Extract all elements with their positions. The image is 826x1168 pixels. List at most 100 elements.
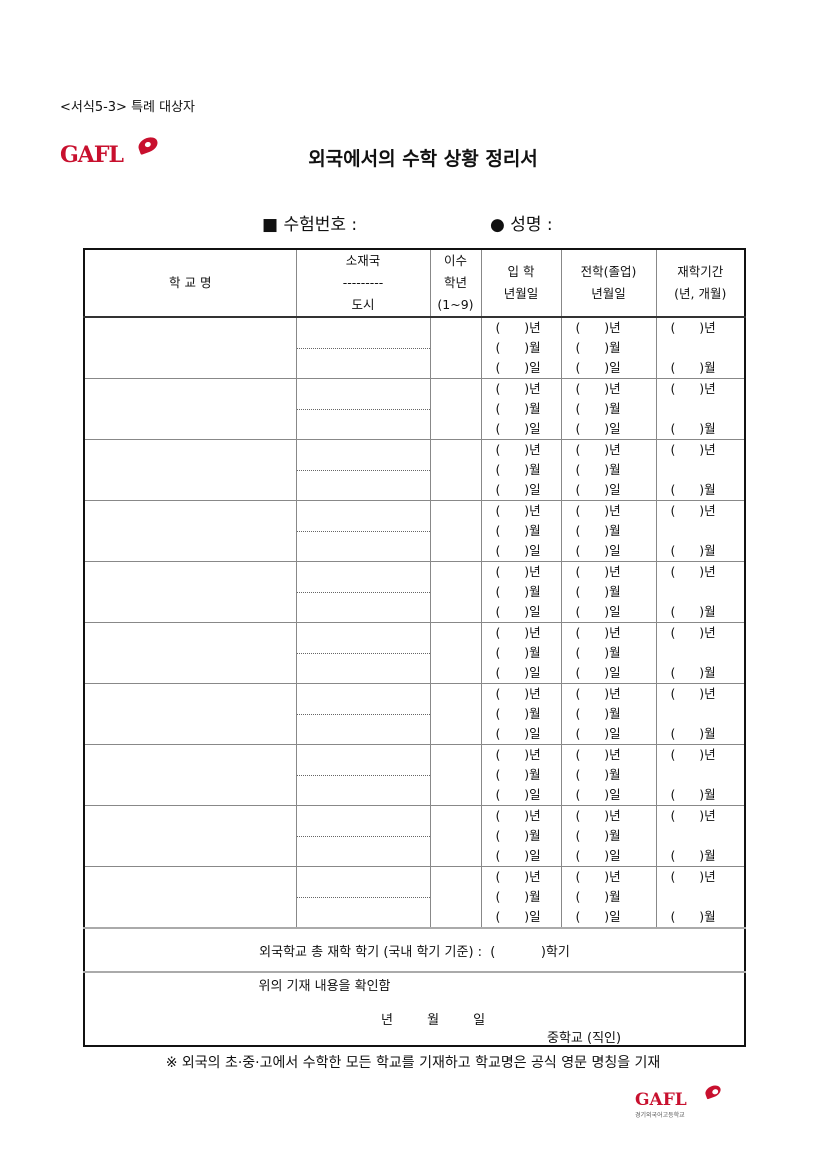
table-row: ( )년( )월( )일( )년( )월( )일( )년( )월 — [83, 622, 746, 684]
country-city-cell[interactable] — [295, 744, 431, 806]
logo-mark-icon — [703, 1083, 723, 1100]
country-field[interactable] — [296, 623, 430, 654]
school-name-cell[interactable] — [83, 439, 297, 501]
school-name-cell[interactable] — [83, 316, 297, 379]
country-city-cell[interactable] — [295, 439, 431, 501]
entry-date-cell[interactable]: ( )년( )월( )일 — [480, 866, 562, 929]
confirm-school-seal[interactable]: 중학교 (직인) — [547, 1031, 622, 1046]
header-country-city: 소재국 --------- 도시 — [295, 248, 431, 318]
city-field[interactable] — [297, 532, 430, 562]
country-field[interactable] — [296, 562, 430, 593]
transfer-date-cell[interactable]: ( )년( )월( )일 — [560, 744, 657, 806]
entry-date-cell[interactable]: ( )년( )월( )일 — [480, 378, 562, 440]
country-field[interactable] — [296, 318, 430, 349]
city-field[interactable] — [297, 898, 430, 928]
transfer-date-cell[interactable]: ( )년( )월( )일 — [560, 439, 657, 501]
name-label: ● 성명 : — [490, 215, 553, 235]
country-field[interactable] — [296, 684, 430, 715]
school-logo: GAFL — [60, 135, 160, 168]
transfer-date-cell[interactable]: ( )년( )월( )일 — [560, 805, 657, 867]
transfer-date-cell[interactable]: ( )년( )월( )일 — [560, 683, 657, 745]
period-cell[interactable]: ( )년( )월 — [655, 316, 746, 379]
grade-cell[interactable] — [429, 378, 482, 440]
confirm-date[interactable]: 년 월 일 — [381, 1013, 486, 1028]
transfer-date-cell[interactable]: ( )년( )월( )일 — [560, 316, 657, 379]
entry-date-cell[interactable]: ( )년( )월( )일 — [480, 439, 562, 501]
period-cell[interactable]: ( )년( )월 — [655, 744, 746, 806]
table-row: ( )년( )월( )일( )년( )월( )일( )년( )월 — [83, 744, 746, 806]
school-name-cell[interactable] — [83, 378, 297, 440]
country-field[interactable] — [296, 501, 430, 532]
total-semesters[interactable]: 외국학교 총 재학 학기 (국내 학기 기준) : ( )학기 — [83, 927, 746, 973]
grade-cell[interactable] — [429, 439, 482, 501]
city-field[interactable] — [297, 593, 430, 623]
country-field[interactable] — [296, 806, 430, 837]
country-field[interactable] — [296, 867, 430, 898]
school-name-cell[interactable] — [83, 561, 297, 623]
school-name-cell[interactable] — [83, 805, 297, 867]
country-city-cell[interactable] — [295, 561, 431, 623]
table-header-row: 학 교 명 소재국 --------- 도시 이수 학년 (1~9) 입 학 년월일 전학… — [83, 248, 746, 318]
header-entry: 입 학 년월일 — [480, 248, 562, 318]
period-cell[interactable]: ( )년( )월 — [655, 561, 746, 623]
city-field[interactable] — [297, 471, 430, 501]
city-field[interactable] — [297, 654, 430, 684]
period-cell[interactable]: ( )년( )월 — [655, 683, 746, 745]
grade-cell[interactable] — [429, 500, 482, 562]
grade-cell[interactable] — [429, 866, 482, 929]
transfer-date-cell[interactable]: ( )년( )월( )일 — [560, 500, 657, 562]
header-transfer: 전학(졸업) 년월일 — [560, 248, 657, 318]
period-cell[interactable]: ( )년( )월 — [655, 805, 746, 867]
country-city-cell[interactable] — [295, 316, 431, 379]
country-city-cell[interactable] — [295, 866, 431, 929]
transfer-date-cell[interactable]: ( )년( )월( )일 — [560, 378, 657, 440]
school-name-cell[interactable] — [83, 866, 297, 929]
city-field[interactable] — [297, 715, 430, 745]
country-city-cell[interactable] — [295, 683, 431, 745]
city-field[interactable] — [297, 837, 430, 867]
city-field[interactable] — [297, 776, 430, 806]
period-cell[interactable]: ( )년( )월 — [655, 622, 746, 684]
period-cell[interactable]: ( )년( )월 — [655, 500, 746, 562]
entry-date-cell[interactable]: ( )년( )월( )일 — [480, 316, 562, 379]
country-city-cell[interactable] — [295, 805, 431, 867]
transfer-date-cell[interactable]: ( )년( )월( )일 — [560, 561, 657, 623]
entry-date-cell[interactable]: ( )년( )월( )일 — [480, 561, 562, 623]
table-row: ( )년( )월( )일( )년( )월( )일( )년( )월 — [83, 805, 746, 867]
country-field[interactable] — [296, 379, 430, 410]
table-row: ( )년( )월( )일( )년( )월( )일( )년( )월 — [83, 561, 746, 623]
header-school: 학 교 명 — [83, 248, 297, 318]
school-name-cell[interactable] — [83, 744, 297, 806]
grade-cell[interactable] — [429, 805, 482, 867]
grade-cell[interactable] — [429, 316, 482, 379]
entry-date-cell[interactable]: ( )년( )월( )일 — [480, 805, 562, 867]
country-field[interactable] — [296, 440, 430, 471]
entry-date-cell[interactable]: ( )년( )월( )일 — [480, 683, 562, 745]
city-field[interactable] — [297, 349, 430, 379]
entry-date-cell[interactable]: ( )년( )월( )일 — [480, 744, 562, 806]
city-field[interactable] — [297, 410, 430, 440]
grade-cell[interactable] — [429, 683, 482, 745]
school-name-cell[interactable] — [83, 622, 297, 684]
grade-cell[interactable] — [429, 622, 482, 684]
document-title: 외국에서의 수학 상황 정리서 — [308, 148, 538, 170]
period-cell[interactable]: ( )년( )월 — [655, 378, 746, 440]
study-history-table: 학 교 명 소재국 --------- 도시 이수 학년 (1~9) 입 학 년월일 전학… — [83, 248, 746, 1047]
total-semesters-row: 외국학교 총 재학 학기 (국내 학기 기준) : ( )학기 — [83, 927, 746, 973]
grade-cell[interactable] — [429, 561, 482, 623]
country-city-cell[interactable] — [295, 500, 431, 562]
transfer-date-cell[interactable]: ( )년( )월( )일 — [560, 866, 657, 929]
form-code: <서식5-3> 특례 대상자 — [60, 100, 196, 115]
grade-cell[interactable] — [429, 744, 482, 806]
transfer-date-cell[interactable]: ( )년( )월( )일 — [560, 622, 657, 684]
period-cell[interactable]: ( )년( )월 — [655, 439, 746, 501]
period-cell[interactable]: ( )년( )월 — [655, 866, 746, 929]
country-city-cell[interactable] — [295, 378, 431, 440]
school-name-cell[interactable] — [83, 500, 297, 562]
country-field[interactable] — [296, 745, 430, 776]
entry-date-cell[interactable]: ( )년( )월( )일 — [480, 622, 562, 684]
country-city-cell[interactable] — [295, 622, 431, 684]
school-name-cell[interactable] — [83, 683, 297, 745]
entry-date-cell[interactable]: ( )년( )월( )일 — [480, 500, 562, 562]
